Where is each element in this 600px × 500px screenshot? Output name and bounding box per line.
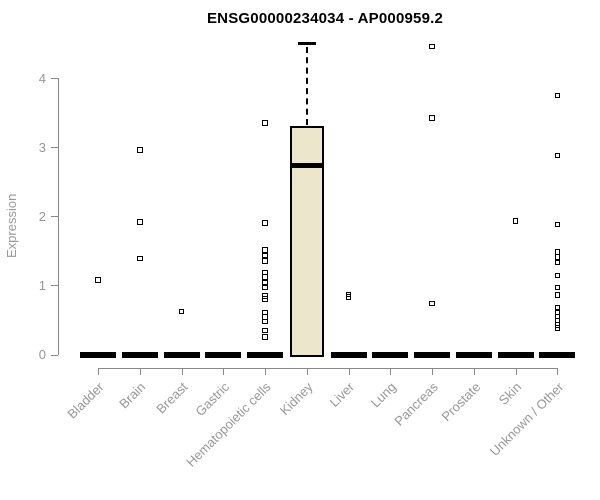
zero-dash	[372, 351, 409, 358]
outlier-point	[262, 220, 268, 226]
x-tick-mark	[306, 367, 308, 375]
y-tick-label: 0	[38, 347, 46, 362]
zero-dash	[330, 351, 367, 358]
y-axis-line	[58, 78, 59, 356]
outlier-point	[554, 284, 561, 291]
x-tick-label: Breast	[153, 378, 191, 416]
y-tick-label: 4	[38, 70, 46, 86]
zero-dash	[455, 351, 492, 358]
outlier-point	[554, 152, 561, 159]
whisker-cap	[297, 41, 316, 45]
y-tick-mark	[51, 285, 58, 287]
x-tick-mark	[98, 367, 99, 375]
outlier-point	[554, 259, 561, 266]
x-tick-label: Liver	[326, 378, 358, 410]
outlier-point	[262, 274, 268, 280]
y-tick-mark	[51, 78, 58, 80]
y-tick-label: 2	[38, 208, 46, 224]
y-tick-mark	[51, 354, 58, 356]
outlier-point	[262, 247, 268, 253]
x-tick-mark	[515, 367, 517, 375]
zero-dash	[414, 351, 451, 358]
zero-dash	[121, 351, 158, 358]
outlier-point	[345, 291, 352, 298]
outlier-point	[262, 293, 268, 299]
outlier-point	[554, 254, 561, 260]
zero-dash	[247, 351, 284, 358]
zero-dash	[163, 351, 200, 358]
outlier-point	[262, 334, 268, 340]
outlier-point	[554, 92, 561, 99]
outlier-point	[262, 284, 268, 291]
y-axis-label: Expression	[4, 193, 19, 258]
outlier-point	[554, 221, 561, 228]
outlier-point	[262, 120, 268, 126]
x-tick-mark	[348, 367, 350, 375]
median-line	[289, 162, 324, 168]
outlier-point	[262, 318, 268, 325]
x-tick-mark	[181, 367, 183, 375]
x-tick-label: Skin	[496, 378, 525, 408]
outlier-point	[345, 294, 352, 300]
box-body	[289, 126, 324, 358]
outlier-point	[554, 292, 561, 298]
outlier-point	[429, 300, 435, 307]
x-tick-label: Lung	[368, 378, 400, 410]
x-tick-mark	[473, 367, 475, 375]
y-tick-label: 1	[38, 277, 46, 293]
outlier-point	[262, 296, 268, 302]
y-tick-mark	[51, 216, 58, 218]
zero-dash	[205, 351, 242, 358]
zero-dash	[539, 351, 576, 358]
x-tick-mark	[223, 367, 225, 375]
outlier-point	[429, 43, 435, 50]
x-tick-label: Kidney	[277, 378, 316, 418]
outlier-point	[262, 252, 268, 259]
x-tick-label: Bladder	[64, 378, 107, 422]
y-tick-label: 3	[38, 139, 46, 155]
x-tick-mark	[390, 367, 392, 375]
x-axis-line	[98, 367, 559, 369]
outlier-point	[262, 258, 268, 264]
outlier-point	[262, 327, 268, 334]
outlier-point	[554, 322, 561, 328]
zero-dash	[497, 351, 534, 358]
outlier-point	[429, 115, 435, 121]
x-tick-mark	[557, 367, 559, 375]
chart-title: ENSG00000234034 - AP000959.2	[206, 10, 444, 27]
outlier-point	[95, 277, 101, 283]
x-tick-mark	[432, 367, 434, 375]
whisker-line	[305, 46, 308, 126]
outlier-point	[137, 219, 143, 225]
outlier-point	[178, 308, 185, 315]
x-tick-label: Prostate	[437, 378, 483, 424]
y-tick-mark	[51, 147, 58, 149]
x-tick-label: Gastric	[192, 378, 233, 419]
zero-dash	[80, 351, 116, 358]
x-tick-label: Brain	[116, 378, 149, 411]
x-tick-label: Unknown / Other	[486, 378, 567, 459]
outlier-point	[137, 147, 143, 153]
outlier-point	[137, 255, 143, 262]
x-tick-mark	[139, 367, 141, 375]
outlier-point	[554, 325, 561, 331]
outlier-point	[554, 272, 561, 279]
outlier-point	[512, 218, 519, 224]
x-tick-mark	[265, 367, 267, 375]
x-tick-label: Pancreas	[391, 378, 442, 429]
